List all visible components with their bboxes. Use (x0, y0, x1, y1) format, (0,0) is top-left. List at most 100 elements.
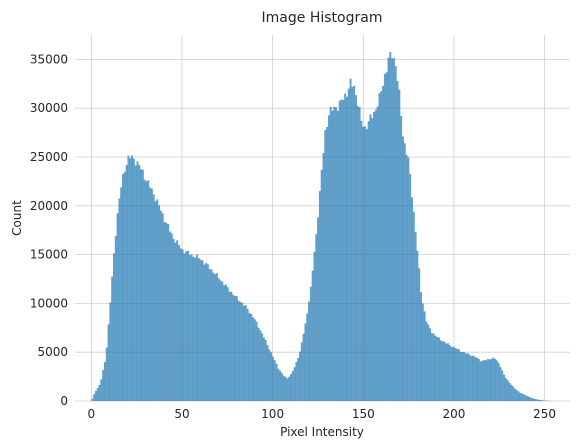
histogram-bar (215, 273, 218, 401)
x-tick-label: 50 (174, 407, 189, 421)
histogram-bar (217, 278, 220, 401)
histogram-bar (98, 384, 101, 401)
histogram-bar (176, 240, 179, 401)
histogram-bar (179, 248, 182, 401)
histogram-bar (441, 341, 444, 401)
histogram-bar (270, 352, 273, 401)
histogram-bar (289, 374, 292, 401)
histogram-bar (252, 317, 255, 401)
histogram-bar (100, 379, 103, 401)
histogram-bar (253, 319, 256, 401)
histogram-bar (226, 287, 229, 401)
histogram-bar (447, 343, 450, 401)
histogram-bar (526, 396, 529, 401)
histogram-bar (190, 254, 193, 401)
histogram-bar (262, 337, 265, 401)
histogram-bar (499, 367, 502, 401)
histogram-bar (494, 358, 497, 401)
histogram-bar (542, 400, 545, 401)
histogram-bar (483, 360, 486, 401)
histogram-bar (410, 197, 413, 401)
histogram-bar (519, 392, 522, 401)
histogram-bar (481, 360, 484, 401)
histogram-bar (427, 324, 430, 401)
histogram-bar (362, 126, 365, 401)
histogram-bar (311, 270, 314, 401)
histogram-bar (149, 187, 152, 401)
histogram-bar (450, 347, 453, 401)
histogram-bar (463, 352, 466, 401)
histogram-bar (412, 211, 415, 401)
histogram-bar (219, 280, 222, 401)
y-tick-label: 35000 (30, 52, 68, 66)
histogram-bar (528, 396, 531, 401)
histogram-bar (277, 368, 280, 401)
histogram-bar (257, 327, 260, 401)
histogram-bar (224, 284, 227, 401)
histogram-bar (439, 340, 442, 401)
histogram-bar (214, 274, 217, 401)
histogram-bar (268, 349, 271, 401)
histogram-bar (387, 57, 390, 401)
x-tick-label: 150 (352, 407, 375, 421)
histogram-bar (168, 231, 171, 401)
histogram-bar (197, 258, 200, 401)
histogram-bar (295, 362, 298, 401)
histogram-bar (448, 345, 451, 401)
histogram-bar (123, 171, 126, 401)
histogram-bar (378, 93, 381, 401)
histogram-bar (279, 370, 282, 401)
histogram-bar (96, 387, 99, 401)
histogram-bar (322, 152, 325, 401)
histogram-bar (432, 333, 435, 401)
histogram-bar (539, 399, 542, 401)
histogram-bar (358, 107, 361, 401)
histogram-bar (208, 269, 211, 401)
histogram-bar (429, 328, 432, 401)
histogram-bar (232, 294, 235, 401)
x-tick-label: 100 (261, 407, 284, 421)
histogram-bar (183, 253, 186, 401)
histogram-bar (383, 74, 386, 401)
histogram-bar (250, 313, 253, 401)
histogram-bar (470, 356, 473, 401)
histogram-bar (282, 375, 285, 401)
histogram-bar (351, 86, 354, 401)
histogram-bar (223, 285, 226, 401)
x-axis-label: Pixel Intensity (280, 425, 364, 439)
histogram-bar (376, 106, 379, 401)
histogram-bar (392, 58, 395, 401)
histogram-bar (284, 376, 287, 401)
histogram-bar (147, 180, 150, 401)
histogram-bar (434, 335, 437, 401)
histogram-bar (239, 301, 242, 401)
histogram-bar (132, 158, 135, 401)
histogram-bar (275, 363, 278, 401)
histogram-bar (143, 179, 146, 401)
histogram-bar (367, 121, 370, 402)
y-tick-labels: 0 5000 10000 15000 20000 25000 30000 35000 (30, 52, 68, 408)
histogram-bar (199, 259, 202, 401)
histogram-bar (120, 187, 123, 401)
histogram-bar (405, 154, 408, 401)
histogram-bar (107, 324, 110, 401)
histogram-bar (436, 337, 439, 401)
histogram-bar (454, 348, 457, 401)
histogram-bar (192, 256, 195, 401)
y-tick-label: 20000 (30, 199, 68, 213)
histogram-bar (317, 217, 320, 401)
histogram-bar (365, 129, 368, 402)
histogram-bar (485, 360, 488, 401)
histogram-bar (438, 337, 441, 401)
histogram-bar (407, 157, 410, 401)
histogram-bar (445, 343, 448, 401)
histogram-bar (349, 78, 352, 401)
histogram-bar (138, 164, 141, 401)
histogram-bar (443, 341, 446, 401)
histogram-bar (533, 398, 536, 401)
y-tick-label: 5000 (37, 345, 68, 359)
histogram-bar (237, 300, 240, 401)
histogram-bar (355, 95, 357, 401)
histogram-bar (476, 357, 478, 401)
histogram-bar (308, 301, 311, 401)
